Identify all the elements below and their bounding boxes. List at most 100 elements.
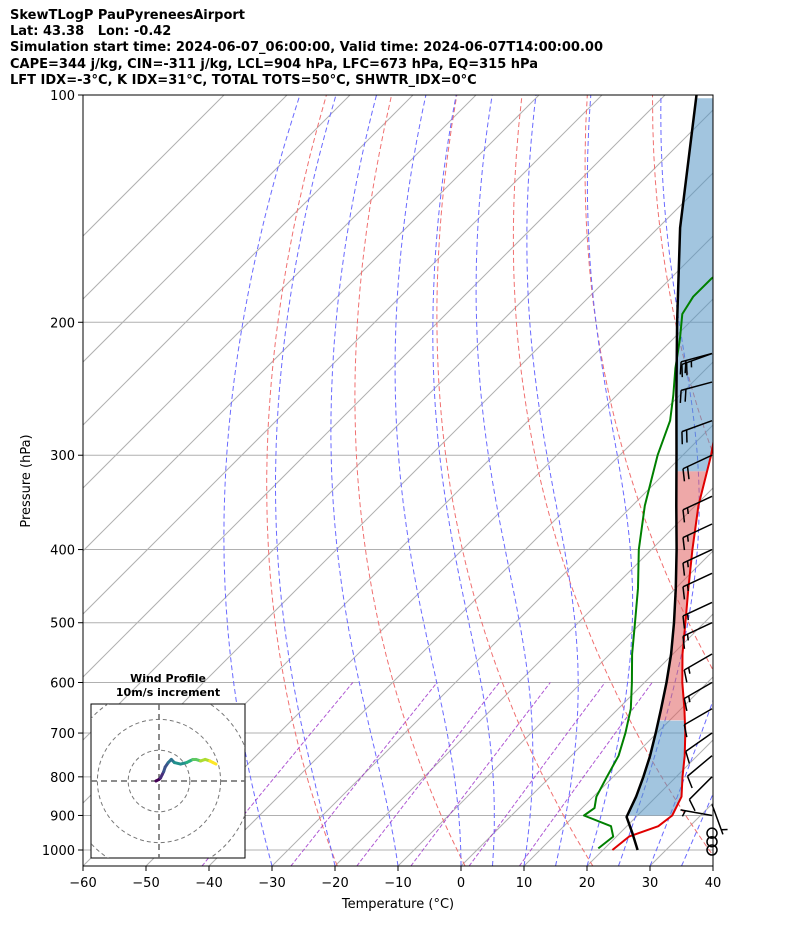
barb-full-feather bbox=[683, 724, 688, 738]
barb-shaft bbox=[683, 681, 713, 700]
barb-full-feather bbox=[686, 466, 690, 480]
barb-shaft bbox=[682, 572, 713, 588]
isotherm bbox=[83, 95, 603, 615]
isotherm bbox=[83, 95, 666, 678]
moist-adiabat bbox=[394, 95, 462, 866]
wind-barb bbox=[682, 495, 713, 523]
wind-barb bbox=[681, 352, 713, 378]
mixing-ratio-line bbox=[356, 682, 500, 866]
dewpoint-line bbox=[583, 276, 713, 850]
x-tick-label: −30 bbox=[258, 876, 285, 891]
barb-full-feather bbox=[682, 615, 686, 629]
barb-full-feather bbox=[682, 537, 686, 551]
wind-barb bbox=[682, 523, 713, 551]
isotherm bbox=[334, 487, 713, 866]
y-tick-label: 300 bbox=[50, 449, 75, 464]
barb-half-feather bbox=[681, 810, 687, 817]
y-axis-label: Pressure (hPa) bbox=[19, 434, 34, 527]
wind-barb bbox=[682, 548, 713, 576]
barb-full-feather bbox=[684, 389, 687, 402]
wind-barb bbox=[685, 732, 713, 764]
x-tick-label: 20 bbox=[579, 876, 596, 891]
barb-full-feather bbox=[686, 775, 693, 789]
x-axis-label: Temperature (°C) bbox=[341, 897, 454, 912]
barb-shaft bbox=[683, 653, 713, 671]
y-tick-label: 200 bbox=[50, 316, 75, 331]
barb-shaft bbox=[685, 732, 713, 753]
barb-shaft bbox=[687, 755, 713, 777]
barb-full-feather bbox=[679, 390, 682, 404]
isotherm bbox=[712, 865, 713, 866]
isotherm bbox=[208, 361, 713, 866]
wind-barb bbox=[682, 601, 713, 629]
hodograph-segment bbox=[211, 761, 218, 766]
mixing-ratio-line bbox=[290, 682, 438, 866]
moist-adiabat bbox=[330, 95, 399, 866]
thermo-indices: LFT IDX=-3°C, K IDX=31°C, TOTAL TOTS=50°… bbox=[10, 73, 477, 88]
isotherm bbox=[83, 95, 225, 237]
x-tick-label: 10 bbox=[516, 876, 533, 891]
dry-adiabat bbox=[436, 95, 594, 866]
moist-adiabat bbox=[475, 95, 534, 866]
moist-adiabat bbox=[586, 95, 634, 866]
barb-shaft bbox=[680, 809, 713, 817]
barb-shaft bbox=[682, 622, 713, 637]
x-tick-label: 0 bbox=[457, 876, 465, 891]
x-tick-label: −20 bbox=[321, 876, 348, 891]
x-tick-label: −50 bbox=[132, 876, 159, 891]
dry-adiabat bbox=[584, 95, 713, 671]
wind-barb bbox=[706, 844, 718, 856]
barb-shaft bbox=[711, 804, 724, 835]
y-tick-label: 400 bbox=[50, 544, 75, 559]
barb-full-feather bbox=[682, 636, 686, 649]
barb-half-feather bbox=[686, 613, 689, 621]
barb-full-feather bbox=[685, 751, 691, 764]
dry-adiabat bbox=[783, 95, 794, 866]
y-tick-label: 900 bbox=[50, 809, 75, 824]
wind-barb bbox=[711, 804, 728, 835]
barb-shaft bbox=[683, 708, 713, 726]
barb-shaft bbox=[682, 548, 713, 564]
wind-barb bbox=[683, 681, 713, 712]
y-tick-label: 600 bbox=[50, 677, 75, 692]
y-tick-label: 100 bbox=[50, 89, 75, 104]
isotherm bbox=[271, 424, 713, 866]
wind-barb bbox=[682, 572, 713, 600]
mixing-ratio-line bbox=[518, 682, 653, 866]
wind-barb bbox=[682, 622, 713, 649]
x-tick-label: −60 bbox=[69, 876, 96, 891]
x-tick-label: 40 bbox=[705, 876, 722, 891]
barb-shaft bbox=[681, 352, 713, 366]
barb-shaft bbox=[682, 601, 713, 617]
wind-barb bbox=[680, 809, 713, 817]
barb-half-feather bbox=[686, 584, 689, 592]
mixing-ratio-line bbox=[410, 682, 551, 866]
x-tick-label: −10 bbox=[384, 876, 411, 891]
isotherm bbox=[83, 95, 414, 426]
wind-barb bbox=[682, 454, 713, 482]
moist-adiabat bbox=[432, 95, 495, 866]
x-tick-label: −40 bbox=[195, 876, 222, 891]
barb-full-feather bbox=[682, 509, 686, 523]
calm-circle bbox=[706, 844, 718, 856]
parcel-path-line bbox=[625, 95, 698, 851]
barb-full-feather bbox=[682, 586, 686, 600]
calm-circle bbox=[706, 835, 718, 848]
wind-barb bbox=[679, 381, 713, 404]
barb-full-feather bbox=[679, 361, 682, 375]
isotherm bbox=[83, 109, 713, 741]
hodograph-ring bbox=[127, 749, 191, 813]
barb-half-feather bbox=[687, 667, 691, 674]
temperature-line bbox=[611, 438, 713, 851]
wind-barb bbox=[688, 776, 713, 812]
barb-half-feather bbox=[686, 507, 689, 515]
hodograph-ring bbox=[96, 718, 222, 844]
isotherm bbox=[83, 95, 288, 300]
isotherm bbox=[83, 95, 477, 489]
station-coordinates: Lat: 43.38 Lon: -0.42 bbox=[10, 24, 172, 39]
barb-half-feather bbox=[687, 695, 691, 703]
barb-shaft bbox=[682, 523, 713, 539]
barb-half-feather bbox=[686, 560, 689, 568]
isotherm bbox=[83, 95, 351, 363]
moist-adiabat bbox=[223, 95, 301, 866]
